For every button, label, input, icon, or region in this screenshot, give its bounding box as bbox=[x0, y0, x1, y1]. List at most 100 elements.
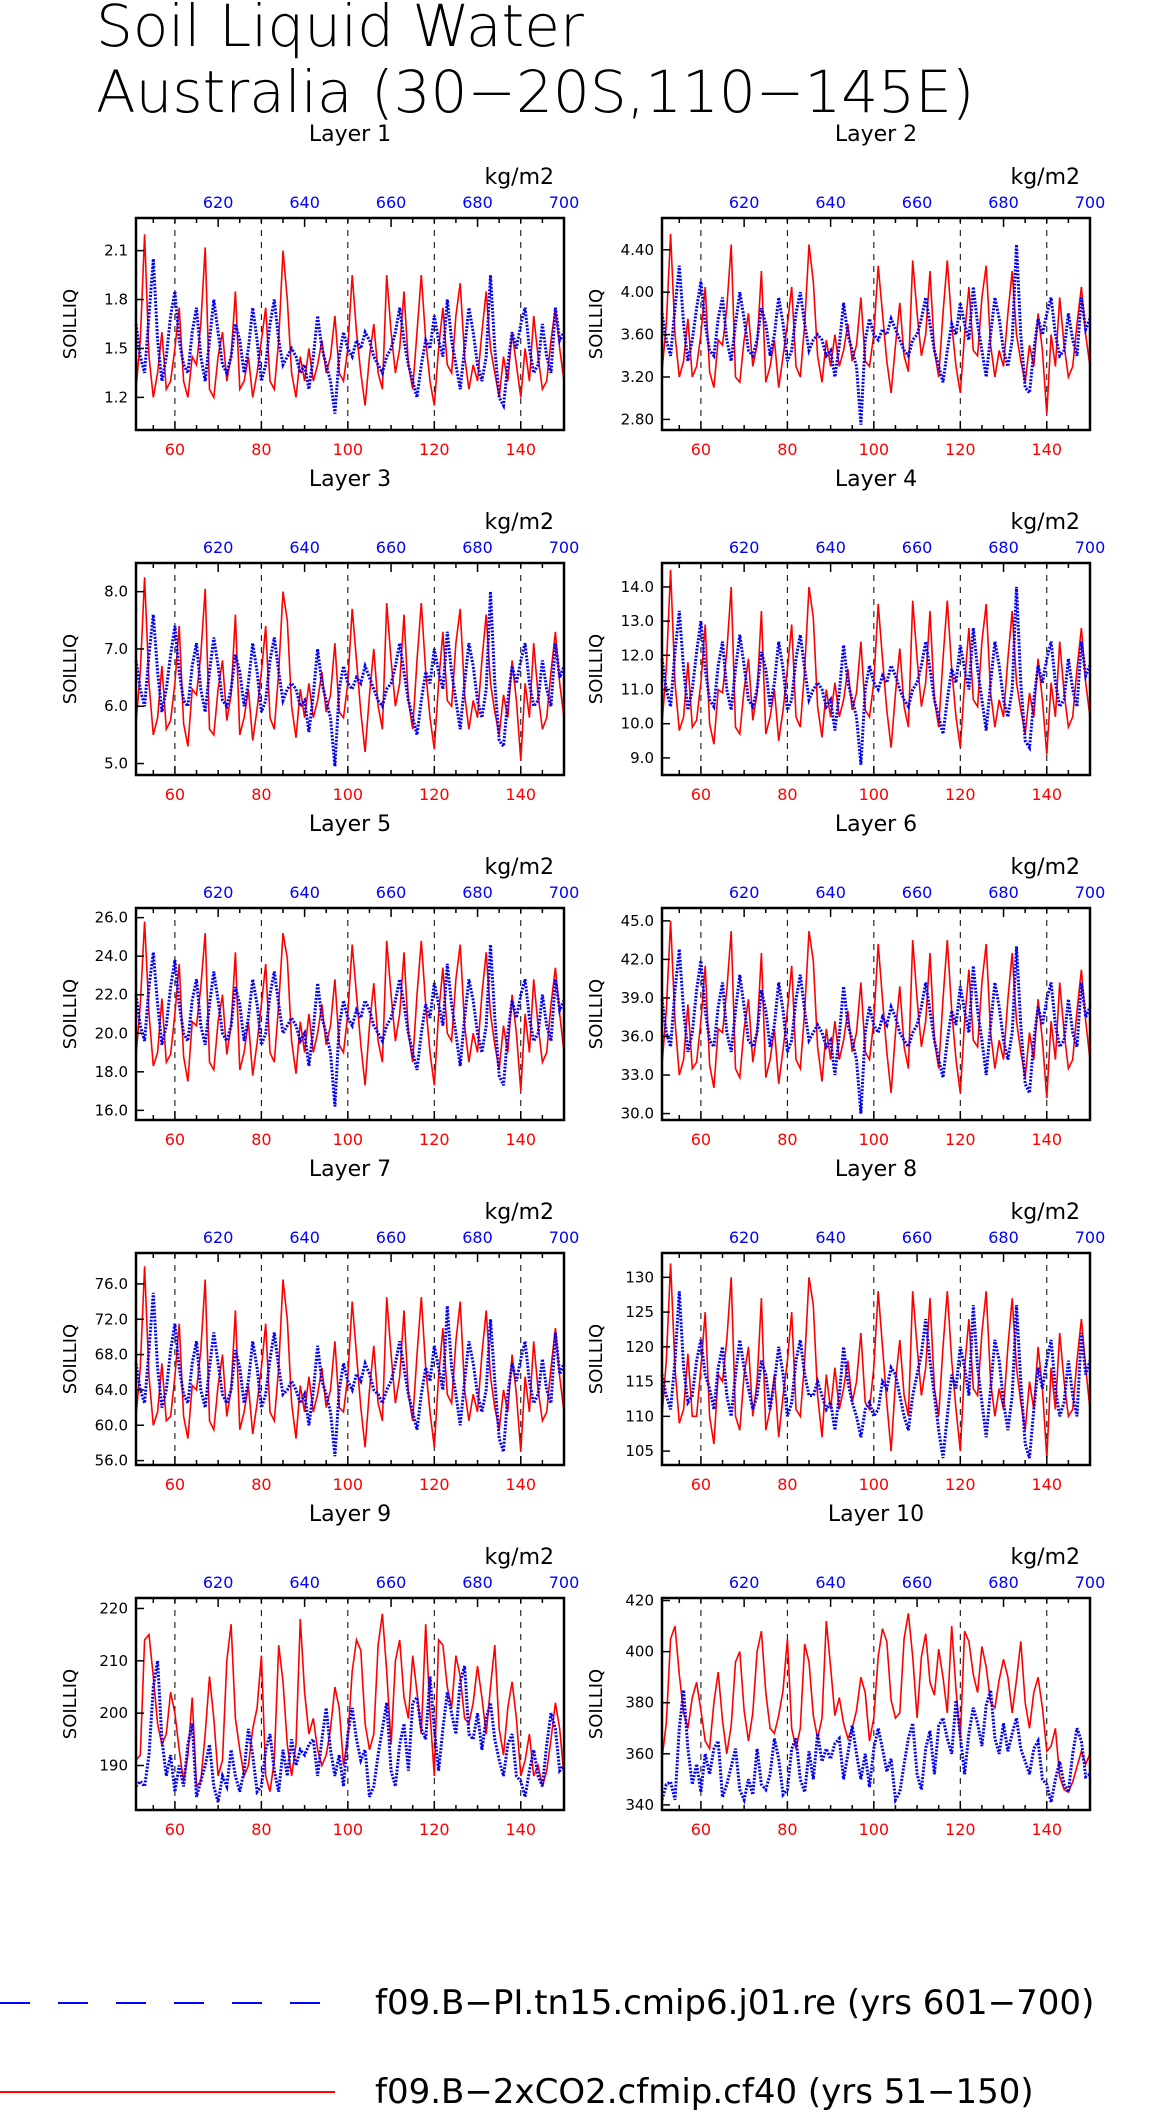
x-tick-label-top: 660 bbox=[376, 883, 407, 902]
y-tick-label: 72.0 bbox=[95, 1310, 128, 1328]
x-tick-label-top: 680 bbox=[988, 883, 1019, 902]
series-blue-line bbox=[134, 944, 566, 1107]
y-tick-label: 33.0 bbox=[621, 1066, 654, 1084]
y-tick-label: 76.0 bbox=[95, 1275, 128, 1293]
x-tick-label-top: 700 bbox=[549, 193, 580, 212]
x-tick-label-bottom: 140 bbox=[505, 440, 536, 459]
y-tick-label: 190 bbox=[99, 1757, 128, 1775]
y-tick-label: 1.5 bbox=[104, 339, 128, 357]
y-tick-label: 14.0 bbox=[621, 578, 654, 596]
series-red-line bbox=[135, 921, 565, 1092]
top-axis-unit-label: kg/m2 bbox=[1010, 1545, 1080, 1570]
panel-frame bbox=[660, 906, 1092, 1122]
y-tick-label: 39.0 bbox=[621, 989, 654, 1007]
x-tick-label-top: 640 bbox=[289, 883, 320, 902]
top-axis-unit-label: kg/m2 bbox=[1010, 1200, 1080, 1225]
y-axis-label: SOILLIQ bbox=[586, 1669, 607, 1739]
y-tick-label: 3.20 bbox=[621, 368, 654, 386]
panel-7: Layer 7 kg/m2 56.0 60.0 64.0 68.0 72.0 76.0 SOIL… bbox=[60, 1157, 579, 1494]
panel-8: Layer 8 kg/m2 105 110 115 120 125 130 SOILLIQ 60 8… bbox=[586, 1157, 1105, 1494]
x-tick-label-top: 620 bbox=[729, 193, 760, 212]
x-tick-label-bottom: 80 bbox=[251, 785, 271, 804]
y-tick-label: 10.0 bbox=[621, 715, 654, 733]
series-blue-line bbox=[660, 1291, 1092, 1459]
y-tick-label: 1.2 bbox=[104, 388, 128, 406]
y-tick-label: 12.0 bbox=[621, 646, 654, 664]
panel-title: Layer 1 bbox=[309, 122, 391, 147]
x-tick-label-bottom: 80 bbox=[251, 1130, 271, 1149]
x-tick-label-bottom: 100 bbox=[859, 1475, 890, 1494]
x-tick-label-top: 680 bbox=[988, 538, 1019, 557]
y-tick-label: 60.0 bbox=[95, 1416, 128, 1434]
x-tick-label-top: 640 bbox=[289, 538, 320, 557]
series-red-line bbox=[661, 920, 1091, 1099]
panel-2: Layer 2 kg/m2 2.80 3.20 3.60 4.00 4.40 SOILLIQ 6… bbox=[586, 122, 1105, 459]
y-tick-label: 11.0 bbox=[621, 681, 654, 699]
x-tick-label-top: 680 bbox=[988, 193, 1019, 212]
chart-title-line-2: Australia (30−20S,110−145E) bbox=[96, 58, 974, 126]
y-tick-label: 220 bbox=[99, 1599, 128, 1617]
y-tick-label: 9.0 bbox=[630, 749, 654, 767]
series-red-line bbox=[661, 1263, 1091, 1459]
y-tick-label: 30.0 bbox=[621, 1105, 654, 1123]
panel-title: Layer 7 bbox=[309, 1157, 391, 1182]
x-tick-label-bottom: 120 bbox=[419, 440, 450, 459]
y-tick-label: 380 bbox=[625, 1694, 654, 1712]
x-tick-label-bottom: 100 bbox=[859, 440, 890, 459]
x-tick-label-bottom: 140 bbox=[505, 1130, 536, 1149]
series-blue-line bbox=[134, 1292, 566, 1457]
x-tick-label-bottom: 80 bbox=[777, 1475, 797, 1494]
y-tick-label: 360 bbox=[625, 1745, 654, 1763]
x-tick-label-top: 660 bbox=[376, 1228, 407, 1247]
y-tick-label: 5.0 bbox=[104, 755, 128, 773]
x-tick-label-bottom: 140 bbox=[505, 1475, 536, 1494]
x-tick-label-bottom: 120 bbox=[945, 440, 976, 459]
y-tick-label: 420 bbox=[625, 1592, 654, 1610]
y-tick-label: 6.0 bbox=[104, 697, 128, 715]
series-blue-line bbox=[660, 244, 1092, 425]
x-tick-label-bottom: 100 bbox=[333, 1820, 364, 1839]
x-tick-label-top: 700 bbox=[549, 883, 580, 902]
x-tick-label-bottom: 100 bbox=[333, 785, 364, 804]
y-tick-label: 120 bbox=[625, 1338, 654, 1356]
series-red-line bbox=[135, 577, 565, 761]
x-tick-label-bottom: 80 bbox=[251, 1820, 271, 1839]
x-tick-label-bottom: 120 bbox=[945, 1130, 976, 1149]
x-tick-label-bottom: 120 bbox=[419, 785, 450, 804]
y-tick-label: 24.0 bbox=[95, 947, 128, 965]
x-tick-label-top: 700 bbox=[1075, 1228, 1106, 1247]
top-axis-unit-label: kg/m2 bbox=[1010, 510, 1080, 535]
x-tick-label-top: 640 bbox=[289, 1573, 320, 1592]
x-tick-label-bottom: 80 bbox=[777, 1130, 797, 1149]
panel-9: Layer 9 kg/m2 190 200 210 220 SOILLIQ 60 80 100 12… bbox=[60, 1502, 579, 1839]
y-tick-label: 42.0 bbox=[621, 950, 654, 968]
panel-title: Layer 10 bbox=[828, 1502, 924, 1527]
panel-10: Layer 10 kg/m2 340 360 380 400 420 SOILLIQ 60 80 1… bbox=[586, 1502, 1105, 1839]
panel-frame bbox=[660, 561, 1092, 777]
x-tick-label-bottom: 120 bbox=[419, 1475, 450, 1494]
x-tick-label-bottom: 120 bbox=[419, 1130, 450, 1149]
x-tick-label-bottom: 140 bbox=[1031, 1475, 1062, 1494]
y-tick-label: 22.0 bbox=[95, 986, 128, 1004]
x-tick-label-bottom: 140 bbox=[1031, 1130, 1062, 1149]
x-tick-label-top: 700 bbox=[549, 538, 580, 557]
x-tick-label-top: 660 bbox=[902, 538, 933, 557]
series-red-line bbox=[661, 569, 1091, 755]
x-tick-label-bottom: 100 bbox=[333, 1130, 364, 1149]
top-axis-unit-label: kg/m2 bbox=[484, 165, 554, 190]
x-tick-label-top: 660 bbox=[902, 1573, 933, 1592]
y-tick-label: 68.0 bbox=[95, 1346, 128, 1364]
legend-label-blue: f09.B−PI.tn15.cmip6.j01.re (yrs 601−700) bbox=[375, 1983, 1094, 2023]
x-tick-label-top: 680 bbox=[988, 1573, 1019, 1592]
x-tick-label-top: 660 bbox=[376, 1573, 407, 1592]
panel-title: Layer 9 bbox=[309, 1502, 391, 1527]
x-tick-label-bottom: 120 bbox=[945, 1820, 976, 1839]
x-tick-label-top: 640 bbox=[815, 1573, 846, 1592]
x-tick-label-top: 700 bbox=[549, 1573, 580, 1592]
x-tick-label-bottom: 140 bbox=[505, 785, 536, 804]
y-tick-label: 2.1 bbox=[104, 242, 128, 260]
panel-frame bbox=[660, 1596, 1092, 1812]
x-tick-label-top: 620 bbox=[203, 538, 234, 557]
x-tick-label-top: 640 bbox=[815, 883, 846, 902]
panel-frame bbox=[134, 1251, 566, 1467]
